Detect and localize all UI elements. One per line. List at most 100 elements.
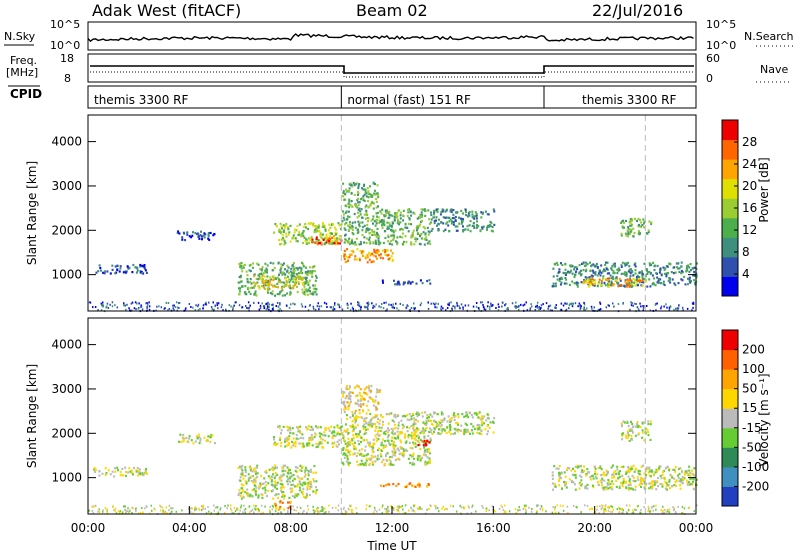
- heatmap-cell: [399, 431, 402, 434]
- heatmap-cell: [273, 438, 275, 441]
- heatmap-cell: [353, 418, 356, 421]
- heatmap-cell: [406, 215, 409, 218]
- heatmap-cell: [497, 303, 500, 306]
- heatmap-cell: [296, 267, 299, 270]
- heatmap-cell: [450, 208, 453, 211]
- heatmap-cell: [354, 221, 357, 224]
- heatmap-cell: [660, 282, 662, 285]
- heatmap-cell: [636, 274, 639, 277]
- heatmap-cell: [670, 474, 673, 477]
- heatmap-cell: [348, 190, 351, 193]
- heatmap-cell: [355, 448, 357, 451]
- y-tick-label: 1000: [51, 471, 82, 485]
- heatmap-cell: [272, 505, 275, 508]
- heatmap-cell: [655, 468, 658, 471]
- heatmap-cell: [424, 214, 427, 217]
- heatmap-cell: [677, 282, 680, 285]
- heatmap-cell: [364, 421, 367, 424]
- heatmap-cell: [88, 301, 91, 304]
- heatmap-cell: [376, 510, 378, 513]
- heatmap-cell: [410, 223, 413, 226]
- heatmap-cell: [385, 209, 388, 212]
- heatmap-cell: [366, 253, 369, 257]
- heatmap-cell: [653, 480, 656, 483]
- heatmap-cell: [279, 271, 282, 274]
- heatmap-cell: [258, 275, 261, 278]
- heatmap-cell: [324, 427, 327, 430]
- heatmap-cell: [322, 507, 324, 510]
- heatmap-cell: [263, 286, 265, 289]
- heatmap-cell: [626, 421, 629, 424]
- heatmap-cell: [478, 427, 481, 430]
- heatmap-cell: [132, 507, 134, 510]
- heatmap-cell: [158, 305, 160, 308]
- heatmap-cell: [426, 414, 429, 417]
- heatmap-cell: [378, 221, 381, 225]
- heatmap-cell: [382, 485, 385, 488]
- heatmap-cell: [299, 430, 302, 433]
- x-tick-label: 12:00: [375, 521, 410, 535]
- x-tick-label: 00:00: [71, 521, 106, 535]
- heatmap-cell: [434, 411, 437, 414]
- heatmap-cell: [644, 467, 647, 470]
- heatmap-cell: [375, 426, 378, 429]
- heatmap-cell: [412, 509, 415, 512]
- freq-left-tick-bottom: 8: [64, 72, 71, 85]
- heatmap-cell: [372, 444, 375, 447]
- heatmap-cell: [419, 216, 421, 220]
- heatmap-cell: [333, 303, 336, 306]
- heatmap-cell: [314, 492, 317, 495]
- heatmap-cell: [324, 229, 327, 232]
- heatmap-cell: [269, 261, 272, 264]
- y-tick-label: 1000: [51, 268, 82, 282]
- heatmap-cell: [643, 439, 646, 442]
- heatmap-cell: [323, 431, 326, 434]
- heatmap-cell: [351, 439, 354, 442]
- heatmap-cell: [580, 511, 582, 514]
- heatmap-cell: [396, 236, 399, 239]
- heatmap-cell: [289, 428, 292, 431]
- heatmap-cell: [342, 401, 345, 404]
- heatmap-cell: [192, 442, 195, 445]
- heatmap-cell: [361, 462, 364, 465]
- heatmap-cell: [298, 442, 301, 445]
- heatmap-cell: [269, 278, 272, 281]
- heatmap-cell: [429, 242, 432, 246]
- heatmap-cell: [404, 281, 406, 284]
- heatmap-cell: [207, 232, 210, 235]
- heatmap-cell: [370, 252, 372, 255]
- heatmap-cell: [224, 505, 226, 507]
- heatmap-cell: [300, 269, 303, 272]
- heatmap-cell: [311, 272, 313, 275]
- heatmap-cell: [205, 303, 208, 306]
- heatmap-cell: [294, 237, 297, 240]
- heatmap-cell: [238, 492, 241, 495]
- heatmap-cell: [620, 221, 623, 224]
- heatmap-cell: [375, 222, 378, 225]
- heatmap-cell: [673, 508, 676, 511]
- heatmap-cell: [190, 439, 193, 442]
- heatmap-cell: [275, 493, 278, 496]
- heatmap-cell: [254, 481, 257, 484]
- heatmap-cell: [374, 193, 377, 196]
- heatmap-cell: [260, 272, 263, 275]
- heatmap-cell: [281, 285, 284, 288]
- heatmap-cell: [655, 309, 657, 312]
- heatmap-cell: [593, 282, 596, 285]
- heatmap-cell: [627, 508, 630, 511]
- heatmap-cell: [646, 428, 649, 431]
- heatmap-cell: [269, 276, 272, 280]
- heatmap-cell: [681, 482, 684, 485]
- heatmap-cell: [246, 277, 249, 281]
- heatmap-cell: [261, 275, 264, 278]
- heatmap-cell: [399, 221, 402, 224]
- heatmap-cell: [558, 475, 561, 478]
- heatmap-cell: [361, 187, 363, 190]
- heatmap-cell: [374, 434, 377, 437]
- heatmap-cell: [358, 215, 361, 218]
- heatmap-cell: [604, 504, 607, 507]
- heatmap-cell: [627, 231, 630, 234]
- heatmap-cell: [576, 282, 579, 285]
- heatmap-cell: [265, 267, 268, 270]
- heatmap-cell: [368, 192, 371, 195]
